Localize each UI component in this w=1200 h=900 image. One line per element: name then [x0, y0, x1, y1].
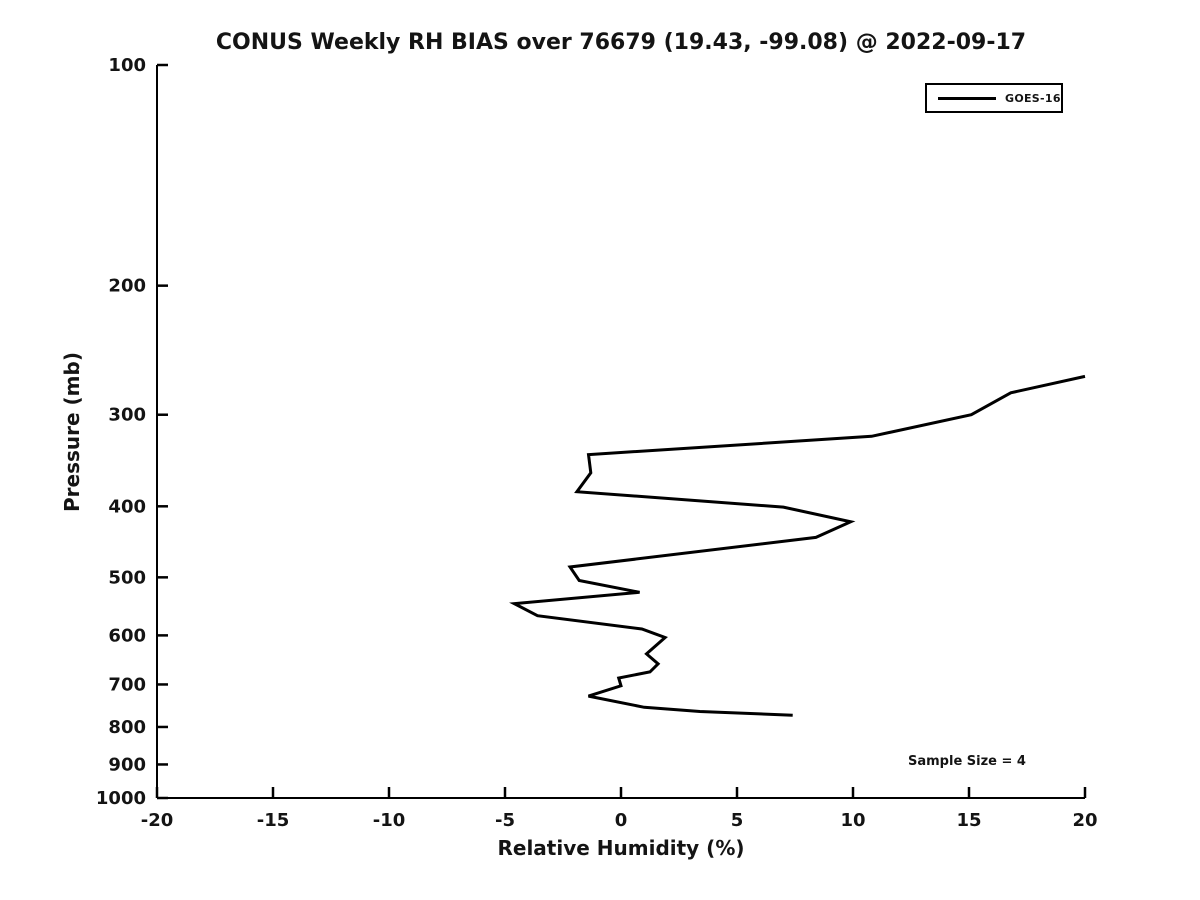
- y-tick-label: 400: [108, 496, 146, 517]
- x-tick-label: 5: [731, 810, 744, 831]
- x-tick-label: 10: [840, 810, 865, 831]
- y-tick-label: 800: [108, 717, 146, 738]
- y-axis-label: Pressure (mb): [60, 352, 84, 512]
- y-tick-label: 600: [108, 625, 146, 646]
- legend-box: GOES-16: [925, 83, 1063, 113]
- y-tick-label: 200: [108, 276, 146, 297]
- chart-title: CONUS Weekly RH BIAS over 76679 (19.43, …: [215, 30, 1027, 55]
- y-tick-label: 300: [108, 405, 146, 426]
- sample-size-annotation: Sample Size = 4: [908, 754, 1026, 769]
- x-tick-label: -15: [257, 810, 290, 831]
- y-tick-label: 900: [108, 754, 146, 775]
- x-tick-label: -20: [141, 810, 174, 831]
- x-axis-label: Relative Humidity (%): [497, 836, 745, 860]
- y-tick-label: 700: [108, 674, 146, 695]
- x-tick-label: 15: [956, 810, 981, 831]
- legend-label: GOES-16: [1005, 91, 1061, 105]
- x-tick-label: -5: [495, 810, 515, 831]
- x-tick-label: 20: [1072, 810, 1097, 831]
- y-tick-label: 1000: [96, 788, 146, 809]
- x-tick-label: 0: [615, 810, 628, 831]
- y-tick-label: 500: [108, 567, 146, 588]
- data-line-goes-16: [509, 374, 1086, 717]
- x-tick-label: -10: [373, 810, 406, 831]
- y-tick-label: 100: [108, 55, 146, 76]
- legend-line-sample: [938, 96, 996, 100]
